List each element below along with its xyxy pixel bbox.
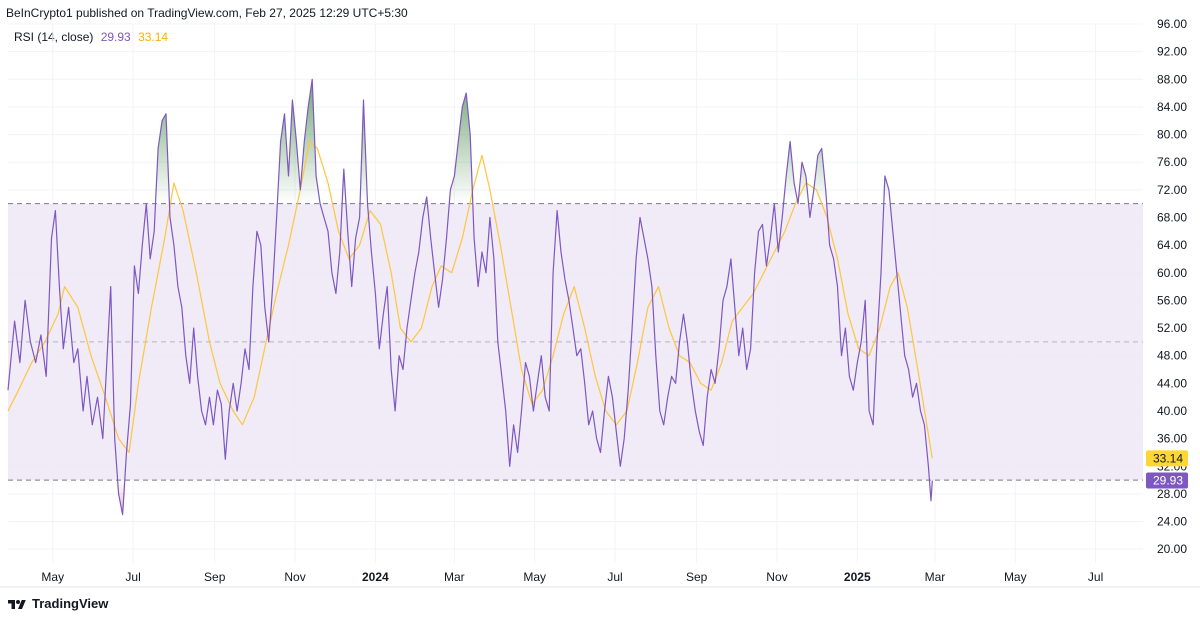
x-tick-label: Jul (607, 570, 622, 584)
brand-name: TradingView (32, 596, 109, 611)
rsi-band (8, 203, 1143, 481)
y-tick-label: 76.00 (1157, 155, 1187, 169)
ma-legend-value: 33.14 (138, 30, 169, 44)
x-tick-label: 2025 (844, 570, 871, 584)
value-badges: 33.14 29.93 (1146, 450, 1188, 489)
y-tick-label: 64.00 (1157, 238, 1187, 252)
y-tick-label: 28.00 (1157, 487, 1187, 501)
y-tick-label: 44.00 (1157, 376, 1187, 390)
y-tick-label: 72.00 (1157, 183, 1187, 197)
y-tick-label: 20.00 (1157, 542, 1187, 556)
x-tick-label: May (1004, 570, 1027, 584)
x-tick-label: Nov (766, 570, 787, 584)
rsi-lines (7, 78, 933, 516)
rsi-value-badge-text: 29.93 (1153, 474, 1183, 488)
y-tick-label: 84.00 (1157, 100, 1187, 114)
indicator-legend[interactable]: RSI (14, close) 29.93 33.14 (14, 30, 168, 44)
y-tick-label: 40.00 (1157, 404, 1187, 418)
x-tick-label: Mar (925, 570, 946, 584)
rsi-value-badge (1146, 472, 1188, 489)
tradingview-brand[interactable]: TradingView (8, 596, 108, 611)
y-tick-label: 36.00 (1157, 432, 1187, 446)
rsi-legend-value: 29.93 (100, 30, 131, 44)
x-tick-label: Jul (1088, 570, 1103, 584)
x-tick-label: Nov (284, 570, 305, 584)
rsi-line (7, 78, 933, 516)
x-tick-label: Sep (204, 570, 226, 584)
time-axis: May Jul Sep Nov 2024 Mar May Jul Sep Nov 2025 Mar Ma… (41, 570, 1103, 584)
ma-value-badge (1146, 450, 1188, 467)
publisher-caption: BeInCrypto1 published on TradingView.com… (6, 6, 408, 20)
ma-value-badge-text: 33.14 (1153, 451, 1183, 465)
y-tick-label: 68.00 (1157, 210, 1187, 224)
indicator-name: RSI (14, close) (14, 30, 94, 44)
y-tick-label: 96.00 (1157, 17, 1187, 31)
y-tick-label: 56.00 (1157, 293, 1187, 307)
x-tick-label: Mar (444, 570, 465, 584)
rsi-ma-line (7, 140, 933, 459)
x-tick-label: Jul (125, 570, 140, 584)
tradingview-logo-icon (8, 599, 26, 609)
y-tick-label: 60.00 (1157, 266, 1187, 280)
y-tick-label: 92.00 (1157, 45, 1187, 59)
x-tick-label: 2024 (362, 570, 389, 584)
y-tick-label: 48.00 (1157, 349, 1187, 363)
y-tick-label: 24.00 (1157, 515, 1187, 529)
y-tick-label: 52.00 (1157, 321, 1187, 335)
x-tick-label: Sep (686, 570, 708, 584)
y-tick-label: 88.00 (1157, 72, 1187, 86)
oversold-fill (8, 480, 933, 515)
x-tick-label: May (41, 570, 64, 584)
x-tick-label: May (523, 570, 546, 584)
y-tick-label: 80.00 (1157, 128, 1187, 142)
